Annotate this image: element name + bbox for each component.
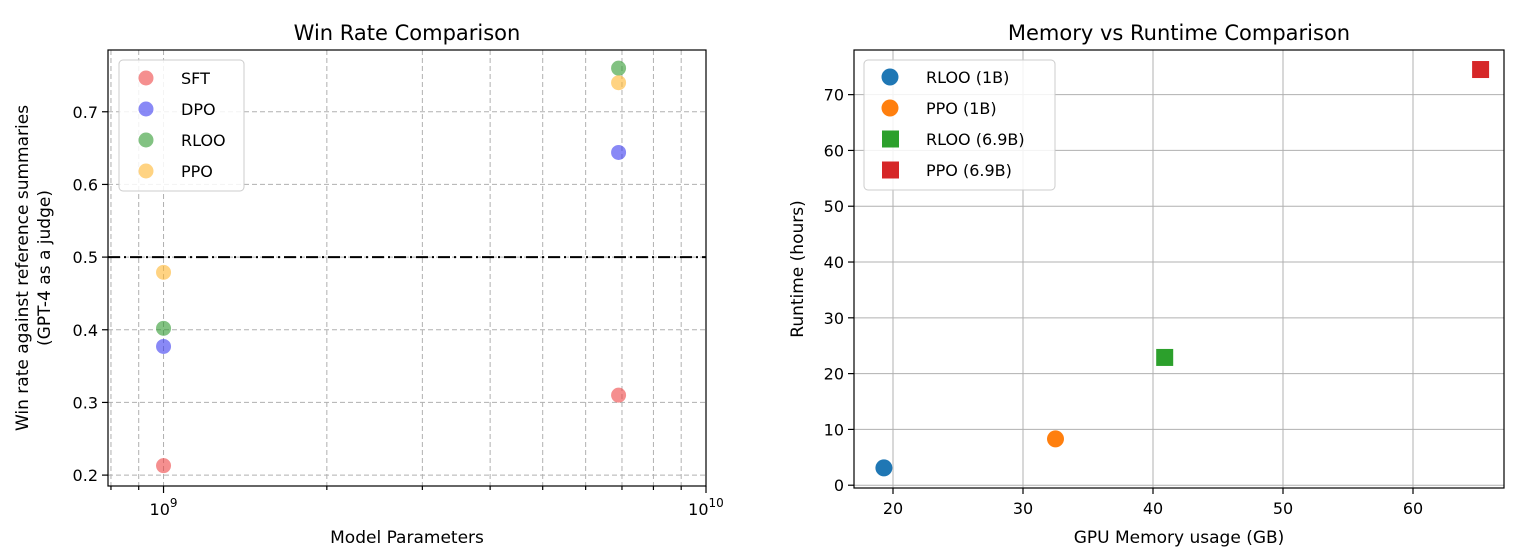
chart2-y-tick-label: 50 — [824, 197, 844, 216]
chart2-legend-marker-rloo-6-9b — [882, 130, 899, 148]
chart1-y-axis-label-line1: Win rate against reference summaries — [13, 105, 33, 431]
chart1-point-ppo — [611, 75, 627, 91]
chart1-point-dpo — [156, 338, 172, 354]
chart2-legend-box — [863, 59, 1056, 191]
memory-runtime-chart: Memory vs Runtime Comparison 20 30 40 50 60 0… — [788, 21, 1505, 548]
chart2-y-tick-label: 60 — [824, 141, 844, 160]
chart2-x-tick-label: 60 — [1403, 499, 1423, 518]
chart2-point-rloo-1b — [875, 459, 893, 477]
chart1-legend-marker-rloo — [138, 132, 154, 148]
chart2-x-tick-label: 40 — [1143, 499, 1163, 518]
chart1-x-tick-label: 109 — [150, 496, 178, 519]
chart2-x-tick-label: 30 — [1013, 499, 1033, 518]
chart1-legend: SFT DPO RLOO PPO — [118, 59, 245, 192]
chart2-legend-marker-ppo-6-9b — [882, 161, 899, 179]
chart2-y-tick-label: 20 — [824, 365, 844, 384]
chart1-y-tick-label: 0.3 — [73, 393, 98, 412]
chart1-point-sft — [156, 458, 172, 474]
chart2-point-ppo-6-9b — [1472, 61, 1490, 79]
chart1-point-ppo — [156, 264, 172, 280]
chart1-legend-box — [118, 59, 245, 192]
chart2-y-tick-label: 40 — [824, 253, 844, 272]
chart2-legend-label-ppo-1b: PPO (1B) — [926, 99, 997, 118]
chart2-title: Memory vs Runtime Comparison — [1008, 21, 1350, 45]
chart2-legend-label-rloo-1b: RLOO (1B) — [926, 68, 1009, 87]
chart2-legend-label-ppo-6-9b: PPO (6.9B) — [926, 161, 1012, 180]
chart1-x-tick-label: 1010 — [688, 496, 724, 519]
chart1-point-rloo — [611, 60, 627, 76]
chart2-y-tick-label: 70 — [824, 86, 844, 105]
chart1-y-axis-label-line2: (GPT-4 as a judge) — [35, 190, 55, 346]
chart2-ticks: 20 30 40 50 60 0 10 20 30 40 50 60 70 — [824, 86, 1424, 518]
chart1-points — [156, 60, 627, 474]
win-rate-chart: Win Rate Comparison 109 1010 0.2 0.3 0.4 0.5 0… — [13, 21, 724, 548]
chart1-y-tick-label: 0.2 — [73, 466, 98, 485]
chart1-ticks: 109 1010 0.2 0.3 0.4 0.5 0.6 0.7 — [73, 103, 724, 519]
chart2-point-rloo-6-9b — [1156, 348, 1174, 366]
chart1-point-sft — [611, 387, 627, 403]
chart2-legend-marker-rloo-1b — [881, 68, 899, 86]
chart1-legend-label-rloo: RLOO — [181, 131, 226, 150]
chart1-legend-label-dpo: DPO — [181, 100, 216, 119]
chart2-y-tick-label: 0 — [834, 476, 844, 495]
chart1-legend-marker-ppo — [138, 163, 154, 179]
chart1-title: Win Rate Comparison — [294, 21, 521, 45]
chart1-legend-label-sft: SFT — [181, 69, 210, 88]
chart2-legend: RLOO (1B) PPO (1B) RLOO (6.9B) PPO (6.9B) — [863, 59, 1056, 191]
chart2-legend-marker-ppo-1b — [881, 99, 899, 117]
chart1-y-tick-label: 0.4 — [73, 321, 98, 340]
chart1-y-tick-label: 0.7 — [73, 103, 98, 122]
chart1-legend-label-ppo: PPO — [181, 162, 213, 181]
chart2-points — [875, 61, 1490, 477]
chart1-y-tick-label: 0.6 — [73, 175, 98, 194]
chart2-x-tick-label: 20 — [883, 499, 903, 518]
chart2-point-ppo-1b — [1047, 430, 1064, 448]
chart1-point-dpo — [611, 144, 627, 160]
chart2-x-axis-label: GPU Memory usage (GB) — [1074, 528, 1285, 548]
chart1-plot-frame — [107, 49, 707, 487]
chart2-y-tick-label: 30 — [824, 309, 844, 328]
chart2-gridlines — [854, 50, 1504, 488]
chart2-x-tick-label: 50 — [1273, 499, 1293, 518]
chart2-legend-label-rloo-6-9b: RLOO (6.9B) — [926, 130, 1025, 149]
chart2-plot-frame — [853, 49, 1505, 489]
chart1-y-tick-label: 0.5 — [73, 248, 98, 267]
chart1-legend-marker-dpo — [138, 101, 154, 117]
chart1-point-rloo — [156, 320, 172, 336]
chart2-y-tick-label: 10 — [824, 420, 844, 439]
chart1-legend-marker-sft — [138, 70, 154, 86]
chart2-y-axis-label: Runtime (hours) — [788, 200, 808, 337]
chart1-x-axis-label: Model Parameters — [330, 528, 484, 548]
